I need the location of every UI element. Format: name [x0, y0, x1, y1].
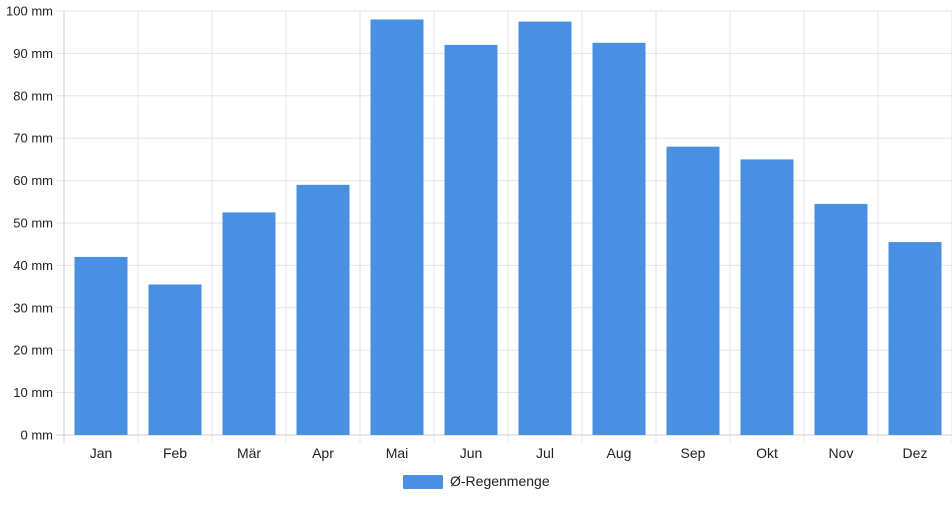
- bar-aug[interactable]: [592, 42, 646, 436]
- bar-okt[interactable]: [740, 159, 794, 435]
- axes: 0 mm 10 mm 20 mm 30 mm 40 mm 50 mm 60 mm 70 mm 8…: [6, 4, 927, 462]
- y-tick-label: 60 mm: [13, 173, 53, 188]
- legend[interactable]: Ø-Regenmenge: [403, 473, 550, 489]
- bar-sep[interactable]: [666, 146, 720, 435]
- y-tick-label: 10 mm: [13, 385, 53, 400]
- y-tick-label: 90 mm: [13, 46, 53, 61]
- bar-dez[interactable]: [888, 242, 942, 435]
- x-tick-label: Jun: [460, 445, 483, 461]
- x-tick-label: Sep: [681, 445, 706, 461]
- x-tick-label: Dez: [903, 445, 928, 461]
- grid-lines: [56, 10, 952, 443]
- y-tick-label: 0 mm: [21, 428, 54, 443]
- x-tick-label: Feb: [163, 445, 187, 461]
- bar-nov[interactable]: [814, 203, 868, 435]
- x-tick-label: Jan: [90, 445, 113, 461]
- x-tick-label: Mär: [237, 445, 261, 461]
- x-tick-label: Mai: [386, 445, 409, 461]
- x-tick-label: Nov: [829, 445, 854, 461]
- x-tick-label: Jul: [536, 445, 554, 461]
- legend-swatch[interactable]: [403, 475, 443, 489]
- y-tick-label: 40 mm: [13, 258, 53, 273]
- y-tick-label: 80 mm: [13, 88, 53, 103]
- x-tick-label: Okt: [756, 445, 778, 461]
- x-tick-label: Aug: [607, 445, 632, 461]
- bar-apr[interactable]: [296, 184, 350, 435]
- bar-jul[interactable]: [518, 21, 572, 435]
- legend-label[interactable]: Ø-Regenmenge: [450, 473, 550, 489]
- y-tick-label: 70 mm: [13, 131, 53, 146]
- bar-jan[interactable]: [74, 256, 128, 435]
- bar-mai[interactable]: [370, 19, 424, 435]
- y-tick-label: 100 mm: [6, 4, 53, 19]
- bar-feb[interactable]: [148, 284, 202, 435]
- y-tick-label: 50 mm: [13, 216, 53, 231]
- x-tick-label: Apr: [312, 445, 334, 461]
- y-tick-label: 20 mm: [13, 343, 53, 358]
- bar-mär[interactable]: [222, 212, 276, 435]
- bars: [74, 19, 942, 436]
- bar-jun[interactable]: [444, 44, 498, 436]
- y-tick-label: 30 mm: [13, 300, 53, 315]
